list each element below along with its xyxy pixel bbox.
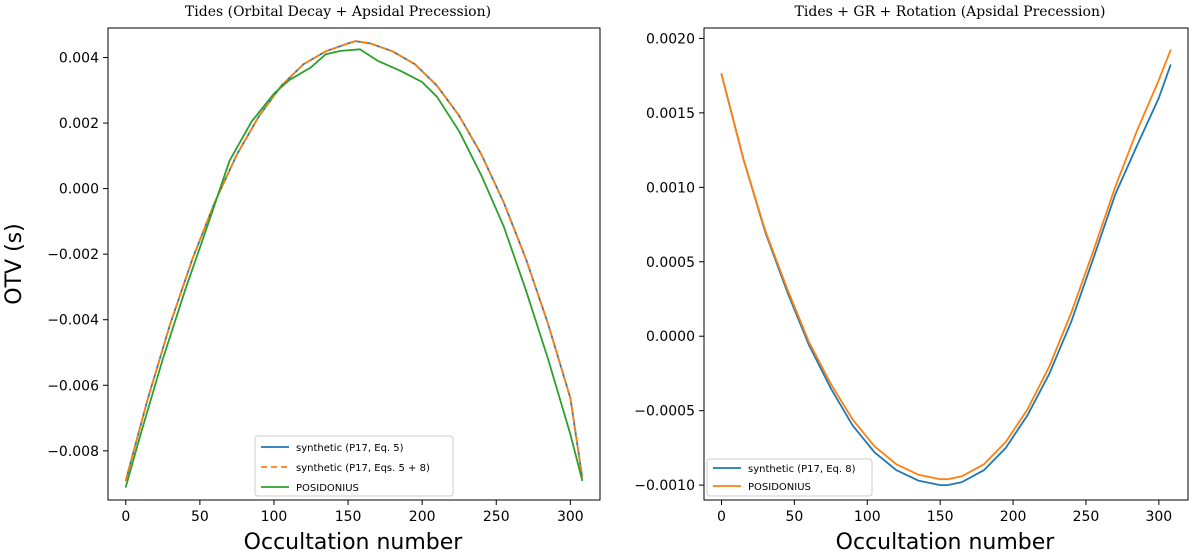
left-series-line-1 [124,40,584,482]
right-x-ticks: 0 50 100 150 200 250 300 [717,500,1172,525]
right-x-tick-label-0: 0 [717,509,726,525]
right-y-tick-label-2: 0.0000 [646,329,695,345]
right-x-tick-label-1: 50 [785,509,803,525]
right-legend-label-0: synthetic (P17, Eq. 8) [748,464,856,475]
left-x-tick-label-0: 0 [121,509,130,525]
right-series-layer [720,49,1172,486]
right-y-tick-label-0: −0.0010 [634,478,695,494]
right-series-line-0 [720,64,1172,486]
right-y-tick-label-3: 0.0005 [646,255,695,271]
right-x-axis-label: Occultation number [836,530,1056,555]
right-plot-frame [703,27,1189,501]
right-legend-label-1: POSIDONIUS [748,482,811,493]
left-plot-frame [107,27,601,501]
right-legend-frame [706,458,873,497]
right-y-ticks: −0.0010 −0.0005 0.0000 0.0005 0.0010 0.0015 0.… [634,31,704,494]
left-series-line-2 [124,48,584,488]
left-y-tick-label-2: −0.004 [47,313,99,329]
right-y-tick-label-5: 0.0015 [646,106,695,122]
left-series-layer [124,40,584,488]
right-series-line-1 [720,49,1172,481]
left-y-ticks: −0.008 −0.006 −0.004 −0.002 0.000 0.002 0.004 [47,51,108,460]
left-x-tick-label-5: 250 [483,509,510,525]
right-y-tick-label-6: 0.0020 [646,31,695,47]
left-y-tick-label-5: 0.002 [59,116,99,132]
left-y-tick-label-4: 0.000 [59,182,99,198]
left-x-axis-label: Occultation number [244,530,464,555]
left-x-tick-label-4: 200 [409,509,436,525]
left-y-axis-label: OTV (s) [2,223,27,304]
left-y-tick-label-3: −0.002 [47,247,99,263]
left-y-tick-label-0: −0.008 [47,444,99,460]
left-y-tick-label-6: 0.004 [59,51,99,67]
right-x-tick-label-3: 150 [927,509,954,525]
left-x-tick-label-2: 100 [261,509,288,525]
right-y-tick-label-4: 0.0010 [646,180,695,196]
left-legend-label-1: synthetic (P17, Eqs. 5 + 8) [296,463,430,474]
left-legend: synthetic (P17, Eq. 5) synthetic (P17, E… [254,435,454,497]
left-legend-label-0: synthetic (P17, Eq. 5) [296,443,404,454]
left-x-tick-label-1: 50 [191,509,209,525]
left-x-tick-label-6: 300 [557,509,584,525]
right-chart: Tides + GR + Rotation (Apsidal Precessio… [634,4,1189,555]
right-x-tick-label-2: 100 [854,509,881,525]
right-x-tick-label-5: 250 [1073,509,1100,525]
left-x-ticks: 0 50 100 150 200 250 300 [121,500,584,525]
right-legend: synthetic (P17, Eq. 8) POSIDONIUS [706,458,873,497]
right-x-tick-label-4: 200 [1000,509,1027,525]
left-chart: Tides (Orbital Decay + Apsidal Precessio… [2,4,601,555]
right-chart-title: Tides + GR + Rotation (Apsidal Precessio… [795,4,1106,20]
left-y-tick-label-1: −0.006 [47,378,99,394]
right-y-tick-label-1: −0.0005 [634,404,695,420]
left-x-tick-label-3: 150 [335,509,362,525]
left-chart-title: Tides (Orbital Decay + Apsidal Precessio… [185,4,491,20]
left-legend-label-2: POSIDONIUS [296,483,359,494]
right-x-tick-label-6: 300 [1145,509,1172,525]
left-legend-frame [254,435,454,497]
